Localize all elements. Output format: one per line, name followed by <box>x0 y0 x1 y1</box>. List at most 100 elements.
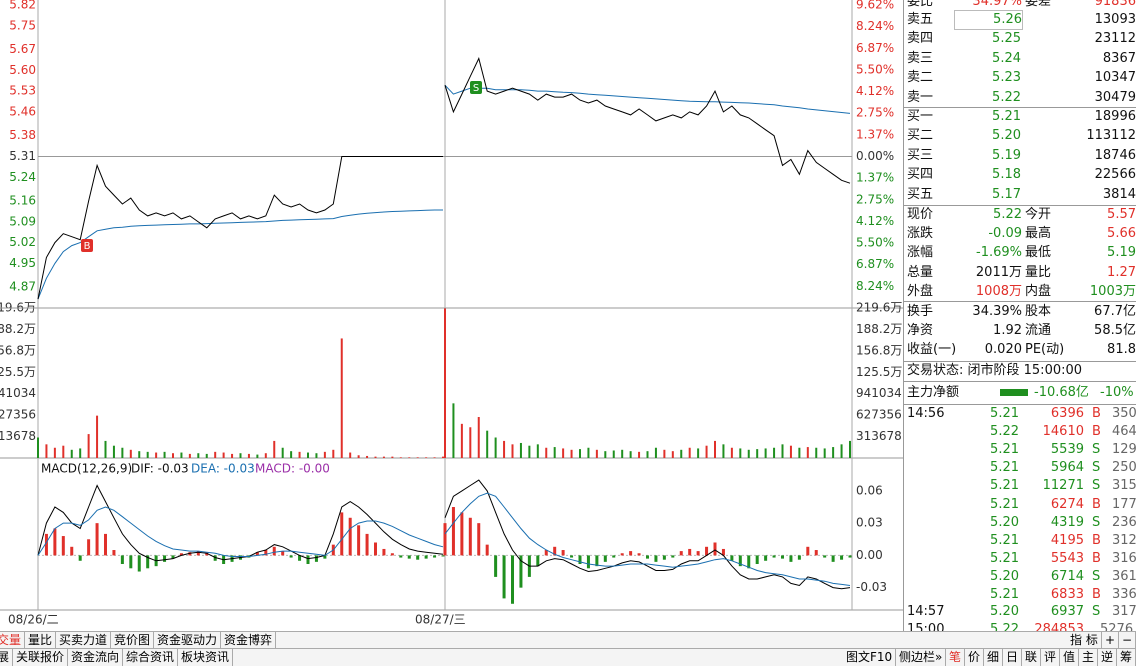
book-price: 5.23 <box>992 70 1021 86</box>
volume-bar <box>444 308 446 458</box>
tab[interactable]: 展 <box>0 649 14 666</box>
label: 委比 <box>907 0 934 9</box>
volume-bar <box>442 456 444 458</box>
tab[interactable]: 评 <box>1041 649 1061 666</box>
y2-tick-label: 0.00% <box>856 149 894 163</box>
tab[interactable]: 联 <box>1022 649 1042 666</box>
macd-bar <box>44 533 48 556</box>
macd-bar <box>129 555 133 569</box>
volume-bar <box>323 451 326 458</box>
macd-bar <box>502 555 506 599</box>
macd-bar <box>823 555 827 558</box>
book-label: 卖四 <box>907 31 934 47</box>
volume-tick-label: 125.5万 <box>856 365 902 379</box>
volume-bar <box>747 449 750 458</box>
separator <box>904 107 1136 108</box>
tab[interactable]: 价 <box>965 649 985 666</box>
trade-count: 316 <box>1112 550 1136 566</box>
y-tick-label: 5.46 <box>9 104 36 118</box>
macd-bar <box>586 555 590 569</box>
volume-tick-label: 188.2万 <box>0 322 36 336</box>
y2-tick-label: 5.50% <box>856 236 894 250</box>
side-panel: 委比 34.97% 委差 91836 卖五 5.26 13093 卖四 5.25 23112 卖三 5… <box>903 0 1136 632</box>
trade-side: B <box>1092 532 1101 548</box>
tab[interactable]: 指 标 <box>1067 632 1102 649</box>
macd-bar <box>264 550 268 556</box>
value: 5.57 <box>1107 207 1136 222</box>
volume-bar <box>256 454 259 458</box>
macd-bar <box>441 555 445 557</box>
volume-bar <box>789 445 792 458</box>
tab-bar: 展关联报价 资金流向 综合资讯 板块资讯 图文F10 侧边栏» 笔价细日联评值主逆筹 <box>0 648 1136 666</box>
tab[interactable]: 日 <box>1003 649 1023 666</box>
y-tick-label: 5.24 <box>9 170 36 184</box>
trade-side: B <box>1092 550 1101 566</box>
value: 5.22 <box>993 207 1022 222</box>
tab[interactable]: + <box>1102 632 1120 649</box>
volume-bar <box>155 452 158 458</box>
volume-bar <box>366 455 369 458</box>
volume-bar <box>528 445 531 458</box>
volume-bar <box>332 449 335 458</box>
tab[interactable]: 综合资讯 <box>123 649 179 666</box>
trade-count: 350 <box>1112 406 1136 421</box>
macd-bar <box>671 555 675 558</box>
book-price: 5.18 <box>992 167 1021 183</box>
book-volume: 10347 <box>1094 70 1136 86</box>
volume-bar <box>781 444 784 458</box>
macd-bar <box>255 552 259 556</box>
macd-legend: DIF: -0.03 <box>131 462 189 476</box>
macd-bar <box>146 555 150 569</box>
macd-bar <box>163 555 167 562</box>
tab[interactable]: 买卖力道 <box>56 632 112 649</box>
avg-line <box>444 84 851 114</box>
volume-bar <box>705 445 708 458</box>
tab[interactable]: 量比 <box>25 632 57 649</box>
y2-tick-label: 4.12% <box>856 214 894 228</box>
separator <box>904 301 1136 302</box>
tab[interactable]: 资金博弈 <box>221 632 277 649</box>
volume-bar <box>849 440 851 458</box>
trade-side: B <box>1092 406 1101 421</box>
y-tick-label: 5.38 <box>9 128 36 142</box>
book-price: 5.24 <box>992 50 1021 66</box>
tab[interactable]: 竞价图 <box>111 632 155 649</box>
trade-volume: 5543 <box>1050 550 1084 566</box>
book-label: 卖二 <box>907 70 934 86</box>
trade-marker-label: B <box>84 241 91 252</box>
label: 股本 <box>1025 304 1052 319</box>
y-tick-label: 5.09 <box>9 214 36 228</box>
tab[interactable]: 逆 <box>1098 649 1118 666</box>
label: 现价 <box>907 207 934 222</box>
tab[interactable]: 资金驱动力 <box>154 632 222 649</box>
volume-bar <box>399 457 402 458</box>
volume-tick-label: 156.8万 <box>0 343 36 357</box>
book-volume: 18996 <box>1094 109 1136 124</box>
volume-bar <box>425 457 428 458</box>
tab[interactable]: 关联报价 <box>13 649 69 666</box>
volume-bar <box>680 449 683 458</box>
macd-bar <box>595 555 599 567</box>
macd-bar <box>612 555 616 558</box>
tab[interactable]: 筹 <box>1117 649 1136 666</box>
trade-volume: 6937 <box>1050 604 1084 619</box>
y-tick-label: 5.53 <box>9 84 36 98</box>
y2-tick-label: 8.24% <box>856 279 894 293</box>
book-volume: 23112 <box>1094 31 1136 47</box>
tab[interactable]: 值 <box>1060 649 1080 666</box>
tab[interactable]: − <box>1119 632 1136 649</box>
tab[interactable]: 侧边栏» <box>896 649 947 666</box>
tab[interactable]: 板块资讯 <box>178 649 234 666</box>
trade-count: 177 <box>1112 496 1136 512</box>
tab[interactable]: 交量 <box>0 632 26 649</box>
tab[interactable]: 细 <box>984 649 1004 666</box>
tab[interactable]: 笔 <box>946 649 966 666</box>
macd-bar <box>553 546 557 556</box>
tab[interactable]: 主 <box>1079 649 1099 666</box>
macd-bar <box>764 555 768 561</box>
tab[interactable]: 图文F10 <box>843 649 897 666</box>
y2-tick-label: 2.75% <box>856 106 894 120</box>
tab[interactable]: 资金流向 <box>68 649 124 666</box>
trade-price: 5.20 <box>990 604 1019 619</box>
value: 2011万 <box>975 264 1022 280</box>
